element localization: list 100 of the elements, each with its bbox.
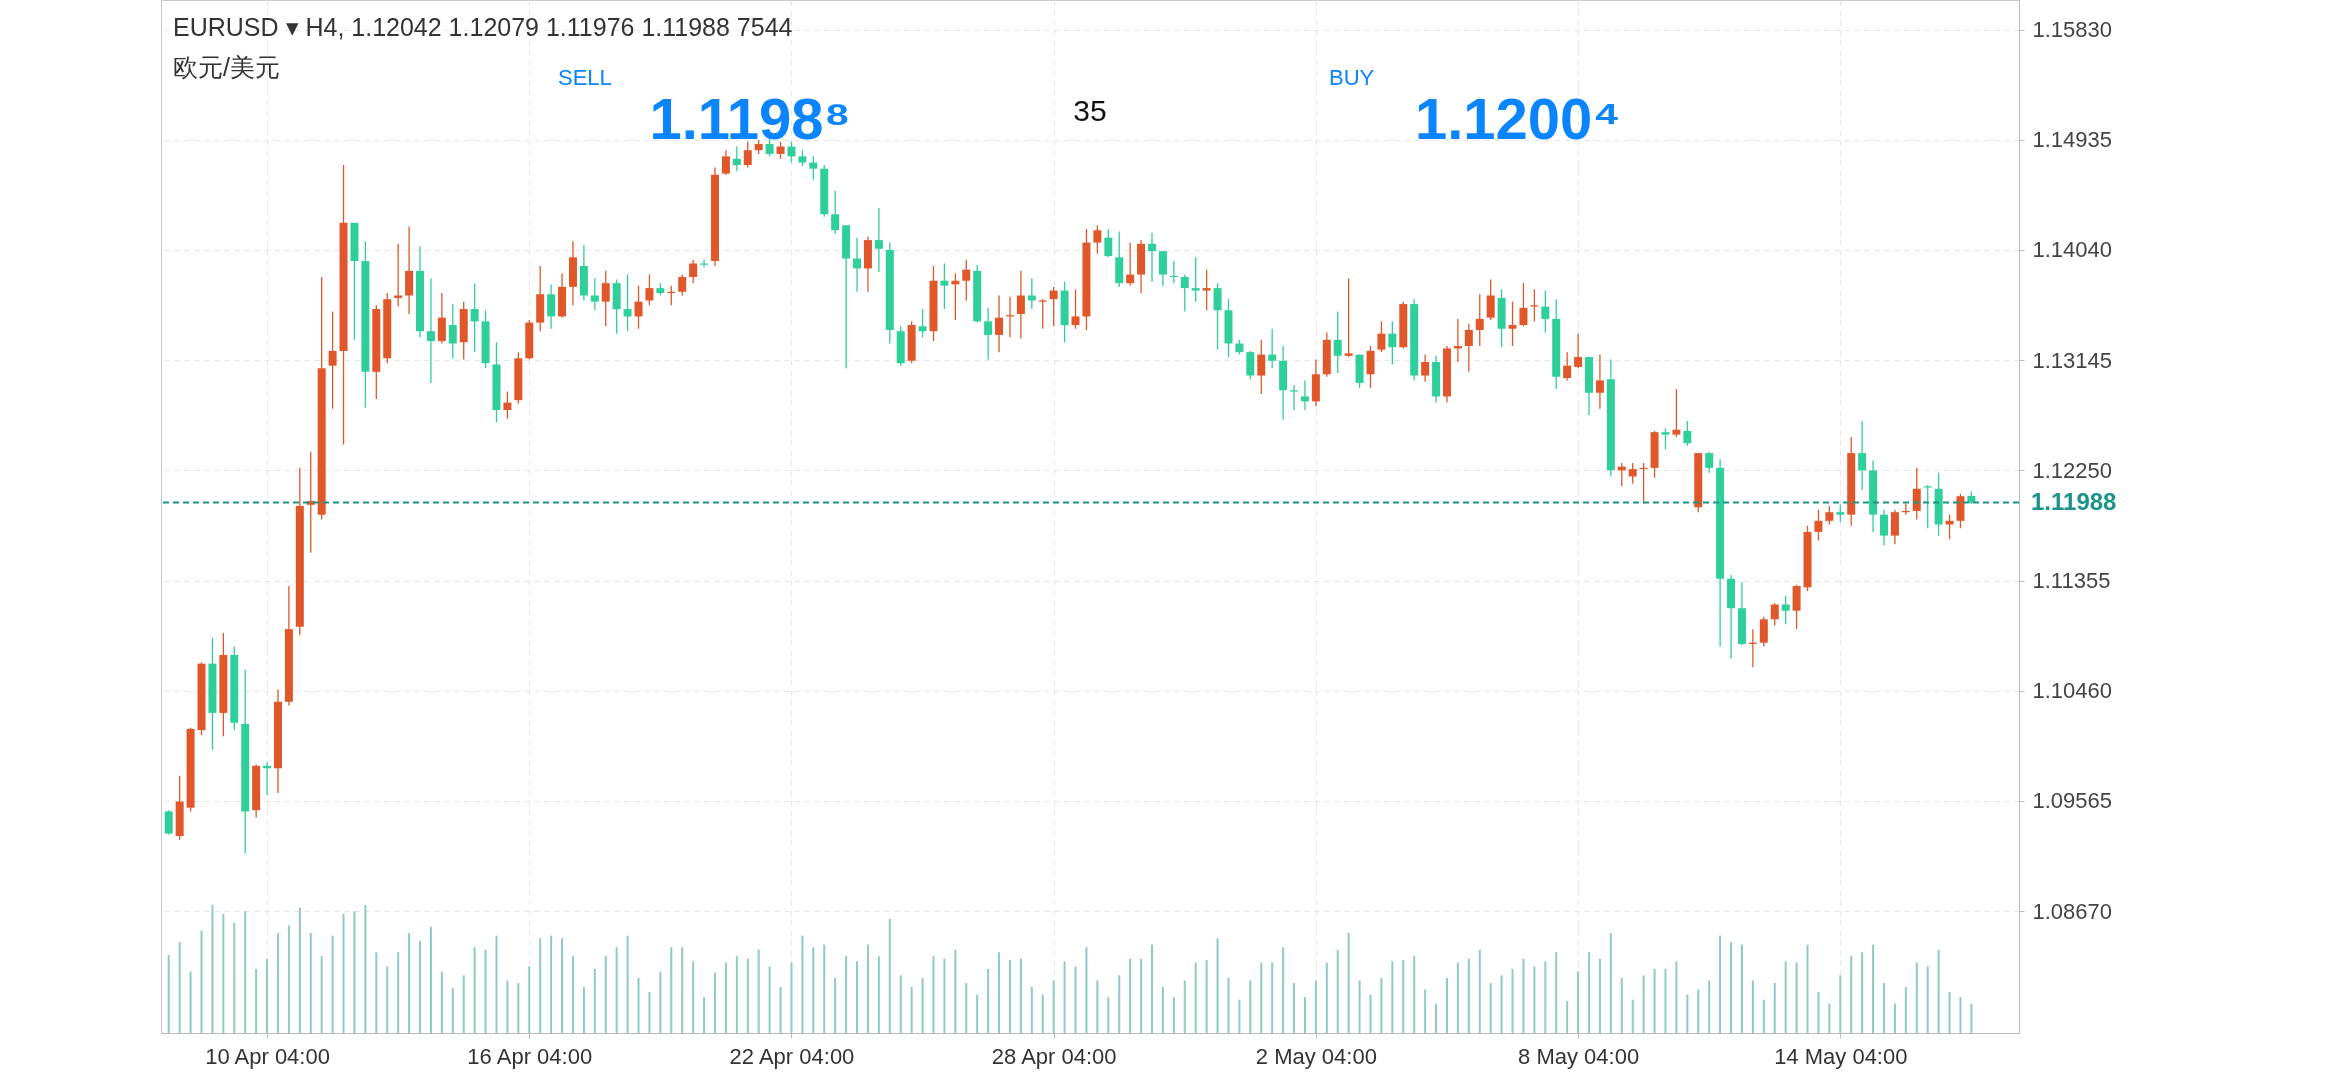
ref-line-label: 1.11988	[2031, 487, 2117, 515]
bar	[408, 933, 411, 1033]
candlestick	[918, 308, 927, 339]
bar	[823, 944, 826, 1033]
bar	[1467, 958, 1470, 1033]
candlestick	[1530, 288, 1539, 322]
bar	[1795, 962, 1798, 1033]
y-tick-label: 1.10460	[2032, 678, 2113, 704]
candlestick	[1104, 228, 1113, 258]
y-tick-label: 1.13145	[2032, 347, 2113, 373]
candlestick	[1333, 310, 1342, 374]
candlestick	[1148, 232, 1156, 283]
candlestick	[1705, 451, 1714, 474]
bar	[724, 962, 727, 1033]
bar	[233, 922, 236, 1033]
bar	[845, 956, 848, 1033]
bar	[790, 962, 793, 1033]
candlestick	[1049, 286, 1058, 327]
bar	[943, 958, 946, 1033]
bar	[571, 956, 574, 1033]
bar	[1358, 980, 1361, 1033]
candlestick	[1300, 379, 1309, 411]
candlestick	[1541, 289, 1550, 334]
bar	[1653, 968, 1656, 1033]
candlestick	[1825, 505, 1834, 526]
bar	[648, 992, 651, 1033]
bar	[287, 925, 290, 1033]
bar	[1522, 958, 1525, 1033]
candlestick	[601, 270, 610, 327]
candlestick	[1945, 514, 1954, 540]
bar	[1620, 977, 1623, 1033]
bar	[1096, 980, 1099, 1033]
bar	[1970, 1003, 1973, 1033]
candlestick	[1770, 602, 1779, 627]
candlestick	[743, 140, 752, 169]
bar	[189, 971, 192, 1033]
bar	[1151, 944, 1153, 1033]
candlestick	[1202, 268, 1211, 311]
candlestick	[437, 292, 446, 345]
bar	[998, 952, 1001, 1033]
candlestick	[503, 390, 512, 420]
x-tick-label: 28 Apr 04:00	[991, 1043, 1117, 1069]
x-tick-label: 14 May 04:00	[1774, 1043, 1908, 1069]
candlestick	[831, 190, 840, 235]
candlestick	[547, 283, 556, 330]
annotation: 35	[1073, 94, 1107, 127]
candlestick	[874, 207, 883, 273]
bar	[473, 947, 476, 1033]
bar	[1915, 962, 1918, 1033]
bar	[1511, 968, 1514, 1033]
bar	[768, 966, 771, 1033]
bar	[1708, 980, 1711, 1033]
bar	[429, 926, 432, 1033]
bar	[1424, 989, 1427, 1033]
bar	[1784, 961, 1787, 1033]
candlestick	[394, 243, 403, 308]
bar	[932, 956, 935, 1033]
bar	[670, 947, 673, 1033]
bar	[1577, 971, 1580, 1033]
candlestick	[1366, 345, 1375, 389]
bar	[713, 972, 716, 1033]
bar	[364, 904, 367, 1033]
bar	[386, 966, 389, 1033]
bar	[1293, 983, 1296, 1033]
y-tick-label: 1.08670	[2032, 898, 2113, 924]
bar	[1456, 962, 1459, 1033]
bar	[1402, 959, 1405, 1033]
bar	[1205, 959, 1208, 1033]
bar	[1140, 958, 1143, 1033]
bar	[462, 975, 465, 1033]
bar	[1533, 966, 1536, 1033]
bar	[244, 911, 247, 1033]
bar	[910, 986, 913, 1033]
candlestick	[700, 259, 709, 268]
bar	[309, 933, 312, 1033]
candlestick	[984, 307, 993, 361]
annotation: 1.1198⁸	[649, 86, 851, 151]
bar	[746, 958, 749, 1033]
bar	[877, 956, 880, 1033]
bar	[779, 986, 782, 1033]
bar	[626, 935, 629, 1033]
bar	[1751, 980, 1754, 1033]
candlestick	[1421, 353, 1430, 383]
bar	[1161, 986, 1164, 1033]
bar	[735, 956, 738, 1033]
bar	[1904, 986, 1907, 1033]
bar	[222, 913, 225, 1033]
bar	[1118, 975, 1121, 1033]
candlestick	[1759, 616, 1768, 648]
bar	[440, 971, 443, 1033]
bar	[637, 977, 640, 1033]
candlestick	[678, 273, 687, 297]
bar	[266, 958, 269, 1033]
candlestick	[1879, 509, 1888, 547]
bar	[1773, 983, 1776, 1033]
bar	[866, 944, 869, 1033]
y-tick-label: 1.11355	[2032, 568, 2111, 594]
bar	[1631, 999, 1634, 1033]
candlestick	[1890, 509, 1899, 545]
candlestick	[623, 273, 632, 332]
